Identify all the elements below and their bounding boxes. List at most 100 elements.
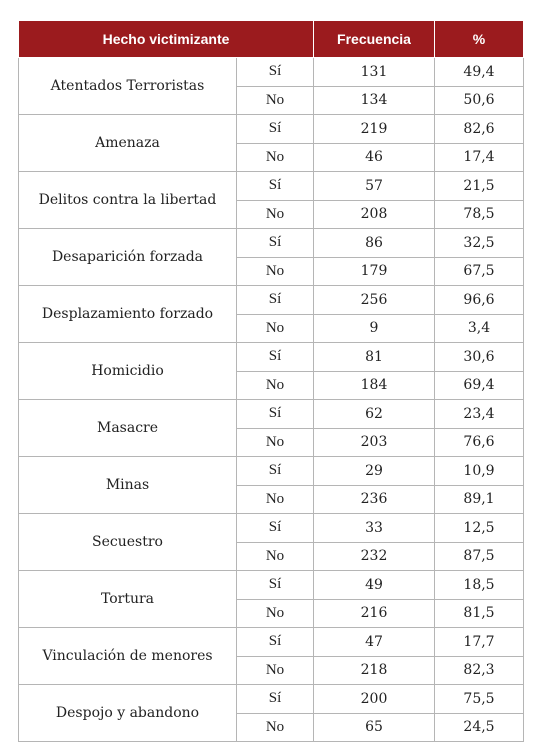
percent-cell: 24,5: [434, 712, 524, 742]
table-row: No 179 67,5: [19, 256, 524, 286]
percent-cell: 32,5: [434, 228, 524, 258]
option-cell: Sí: [236, 114, 314, 144]
table-row: Delitos contra la libertad Sí 57 21,5: [18, 171, 524, 229]
percent-cell: 96,6: [434, 285, 524, 315]
frequency-cell: 134: [313, 85, 435, 115]
percent-cell: 3,4: [434, 313, 524, 343]
option-cell: No: [236, 655, 314, 685]
table-row: Minas Sí 29 10,9: [18, 456, 524, 514]
percent-cell: 69,4: [434, 370, 524, 400]
frequency-cell: 236: [313, 484, 435, 514]
table-row: No 184 69,4: [19, 370, 524, 400]
option-cell: Sí: [236, 171, 314, 201]
frequency-cell: 46: [313, 142, 435, 172]
category-cell: Atentados Terroristas: [18, 57, 237, 115]
frequency-cell: 208: [313, 199, 435, 229]
frequency-cell: 65: [313, 712, 435, 742]
frequency-cell: 219: [313, 114, 435, 144]
frequency-cell: 200: [313, 684, 435, 714]
option-cell: No: [236, 712, 314, 742]
table-row: No 134 50,6: [19, 85, 524, 115]
category-cell: Delitos contra la libertad: [18, 171, 237, 229]
option-cell: No: [236, 370, 314, 400]
percent-cell: 87,5: [434, 541, 524, 571]
option-cell: Sí: [236, 627, 314, 657]
option-cell: Sí: [236, 228, 314, 258]
category-cell: Despojo y abandono: [18, 684, 237, 742]
frequency-cell: 47: [313, 627, 435, 657]
percent-cell: 17,7: [434, 627, 524, 657]
percent-cell: 49,4: [434, 57, 524, 87]
option-cell: No: [236, 484, 314, 514]
option-cell: Sí: [236, 285, 314, 315]
frequency-cell: 81: [313, 342, 435, 372]
percent-cell: 12,5: [434, 513, 524, 543]
category-cell: Homicidio: [18, 342, 237, 400]
percent-cell: 89,1: [434, 484, 524, 514]
frequency-cell: 216: [313, 598, 435, 628]
table-row: Masacre Sí 62 23,4: [18, 399, 524, 457]
header-row: Hecho victimizante Frecuencia %: [18, 20, 524, 58]
percent-cell: 82,6: [434, 114, 524, 144]
frequency-cell: 33: [313, 513, 435, 543]
percent-cell: 50,6: [434, 85, 524, 115]
option-cell: No: [236, 256, 314, 286]
frequency-cell: 86: [313, 228, 435, 258]
percent-cell: 21,5: [434, 171, 524, 201]
table-row: Amenaza Sí 219 82,6: [18, 114, 524, 172]
table-row: Desplazamiento forzado Sí 256 96,6: [18, 285, 524, 343]
header-category: Hecho victimizante: [18, 20, 314, 58]
option-cell: Sí: [236, 684, 314, 714]
percent-cell: 82,3: [434, 655, 524, 685]
percent-cell: 78,5: [434, 199, 524, 229]
victimizing-events-table-container: Hecho victimizante Frecuencia % Atentado…: [18, 20, 524, 742]
option-cell: No: [236, 85, 314, 115]
frequency-cell: 232: [313, 541, 435, 571]
table-row: Vinculación de menores Sí 47 17,7: [18, 627, 524, 685]
table-row: Desaparición forzada Sí 86 32,5: [18, 228, 524, 286]
table-body: Atentados Terroristas Sí 131 49,4 No 134 50,6 A…: [18, 57, 524, 742]
option-cell: Sí: [236, 570, 314, 600]
table-row: Secuestro Sí 33 12,5: [18, 513, 524, 571]
category-cell: Vinculación de menores: [18, 627, 237, 685]
category-cell: Minas: [18, 456, 237, 514]
frequency-cell: 203: [313, 427, 435, 457]
table-row: No 65 24,5: [19, 712, 524, 742]
percent-cell: 23,4: [434, 399, 524, 429]
table-row: Atentados Terroristas Sí 131 49,4: [18, 57, 524, 115]
category-cell: Tortura: [18, 570, 237, 628]
category-cell: Desplazamiento forzado: [18, 285, 237, 343]
category-cell: Desaparición forzada: [18, 228, 237, 286]
frequency-cell: 184: [313, 370, 435, 400]
option-cell: No: [236, 598, 314, 628]
frequency-cell: 9: [313, 313, 435, 343]
table-row: No 208 78,5: [19, 199, 524, 229]
category-cell: Secuestro: [18, 513, 237, 571]
percent-cell: 17,4: [434, 142, 524, 172]
option-cell: Sí: [236, 342, 314, 372]
table-row: Homicidio Sí 81 30,6: [18, 342, 524, 400]
victimizing-events-table: Hecho victimizante Frecuencia % Atentado…: [18, 20, 524, 742]
option-cell: No: [236, 142, 314, 172]
category-cell: Amenaza: [18, 114, 237, 172]
option-cell: No: [236, 199, 314, 229]
option-cell: No: [236, 427, 314, 457]
table-row: Despojo y abandono Sí 200 75,5: [18, 684, 524, 742]
option-cell: Sí: [236, 456, 314, 486]
table-row: Tortura Sí 49 18,5: [18, 570, 524, 628]
frequency-cell: 49: [313, 570, 435, 600]
option-cell: Sí: [236, 57, 314, 87]
frequency-cell: 57: [313, 171, 435, 201]
frequency-cell: 179: [313, 256, 435, 286]
option-cell: Sí: [236, 399, 314, 429]
frequency-cell: 29: [313, 456, 435, 486]
percent-cell: 10,9: [434, 456, 524, 486]
header-frequency: Frecuencia: [313, 20, 435, 58]
percent-cell: 81,5: [434, 598, 524, 628]
percent-cell: 67,5: [434, 256, 524, 286]
percent-cell: 18,5: [434, 570, 524, 600]
table-row: No 46 17,4: [19, 142, 524, 172]
frequency-cell: 218: [313, 655, 435, 685]
percent-cell: 30,6: [434, 342, 524, 372]
option-cell: No: [236, 313, 314, 343]
